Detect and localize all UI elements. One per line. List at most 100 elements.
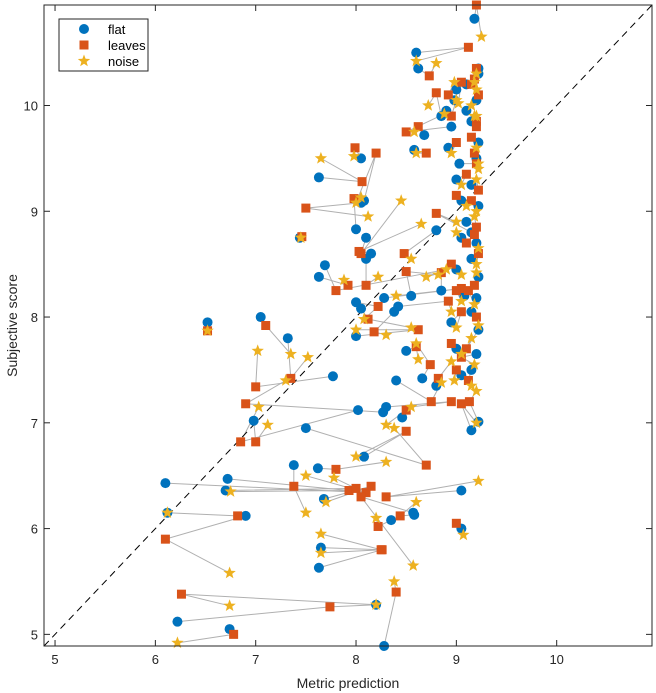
leaves-point [464, 397, 474, 407]
noise-point [299, 469, 313, 481]
flat-point [351, 224, 362, 235]
noise-point [438, 107, 451, 120]
flat-point [389, 306, 400, 317]
flat-point [379, 292, 390, 303]
leaves-point [289, 481, 299, 491]
leaves-point [351, 483, 361, 493]
flat-point [446, 317, 457, 328]
flat-point [413, 63, 424, 74]
x-tick-label: 9 [453, 652, 460, 667]
leaves-point [451, 190, 461, 200]
leaves-point [413, 122, 423, 132]
x-tick-label: 8 [352, 652, 359, 667]
flat-point [469, 13, 480, 24]
noise-point [337, 273, 351, 286]
noise-point [349, 450, 363, 462]
leaves-point [456, 352, 466, 362]
noise-point [470, 173, 483, 185]
noise-point [465, 331, 478, 344]
noise-point [357, 312, 371, 325]
leaves-point [466, 196, 476, 206]
leaves-point [350, 143, 360, 153]
flat-point [327, 371, 338, 382]
x-axis-ticks: 5 6 7 8 9 10 [51, 5, 564, 667]
leaves-point [301, 203, 311, 213]
noise-point [432, 268, 445, 280]
leaves-point [401, 405, 411, 415]
noise-point [470, 416, 483, 429]
leaves-point [361, 488, 371, 498]
leaves-point [461, 169, 471, 179]
leaves-point [395, 511, 405, 521]
noise-point [455, 294, 468, 307]
leaves-point [229, 629, 239, 639]
flat-point [356, 303, 367, 314]
noise-point [223, 599, 236, 612]
y-axis-label: Subjective score [4, 274, 20, 377]
noise-point [410, 146, 423, 159]
leaves-point [251, 437, 261, 447]
leaves-point [424, 71, 434, 81]
noise-point [445, 146, 458, 159]
flat-point [160, 478, 171, 489]
leaves-point [473, 249, 483, 259]
flat-point [419, 130, 430, 141]
leaves-point [233, 511, 243, 521]
noise-point [472, 241, 485, 254]
leaves-point [469, 230, 479, 240]
noise-point [387, 421, 401, 434]
flat-point [456, 485, 467, 496]
noise-point [371, 270, 385, 283]
flat-point [406, 290, 417, 301]
leaves-point [343, 280, 353, 290]
flat-point [431, 225, 442, 236]
x-tick-label: 6 [152, 652, 159, 667]
noise-point [379, 455, 393, 468]
leaves-point [176, 589, 186, 599]
noise-point [412, 352, 425, 365]
y-axis-ticks: 5 6 7 8 9 10 [24, 98, 652, 642]
leaves-point [446, 259, 456, 269]
leaves-point [371, 148, 381, 158]
leaves-point [456, 307, 466, 317]
noise-point [470, 204, 483, 217]
noise-point [161, 506, 174, 518]
leaves-point [473, 90, 483, 100]
leaves-point [471, 312, 481, 322]
flat-point [451, 84, 462, 95]
flat-point [222, 473, 233, 484]
noise-point [405, 321, 418, 333]
noise-point [450, 225, 463, 238]
noise-point [171, 636, 184, 649]
y-tick-label: 7 [31, 416, 38, 431]
data-markers [160, 0, 488, 651]
noise-point [314, 546, 328, 559]
flat-point [408, 507, 419, 518]
identity-reference-line [43, 4, 653, 647]
leaves-point [461, 344, 471, 354]
leaves-point [463, 42, 473, 52]
leaves-point [399, 249, 409, 259]
leaves-point [446, 338, 456, 348]
flat-point [353, 405, 364, 416]
noise-point [201, 324, 214, 337]
flat-point [202, 317, 213, 328]
flat-point [454, 158, 465, 169]
flat-point [401, 345, 412, 356]
leaves-point [451, 365, 461, 375]
y-tick-label: 5 [31, 627, 38, 642]
noise-point [472, 162, 485, 175]
leaves-point [373, 521, 383, 531]
noise-point [394, 194, 408, 206]
noise-point [407, 559, 420, 571]
legend-label-leaves: leaves [108, 38, 146, 53]
leaves-point [471, 222, 481, 232]
flat-point [391, 375, 402, 386]
noise-point [224, 485, 237, 497]
noise-point [470, 266, 483, 278]
noise-point [415, 217, 428, 230]
noise-point [347, 149, 361, 162]
noise-point [448, 374, 461, 386]
flat-point [255, 312, 266, 323]
